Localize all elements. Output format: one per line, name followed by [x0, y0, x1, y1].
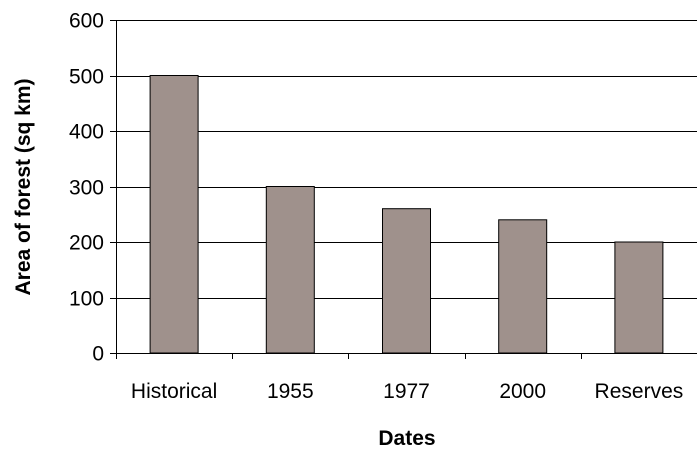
y-tick-label: 0	[92, 343, 104, 366]
y-tick-label: 200	[69, 232, 104, 255]
y-tick-label: 500	[69, 66, 104, 89]
x-tick-label: 1977	[383, 380, 430, 403]
y-tick-label: 600	[69, 10, 104, 33]
y-tick-label: 300	[69, 177, 104, 200]
y-tick-label: 400	[69, 121, 104, 144]
x-tick-label: Reserves	[595, 380, 684, 403]
y-axis-title: Area of forest (sq km)	[12, 78, 35, 295]
gridlines	[116, 20, 697, 299]
y-tick-label: 100	[69, 288, 104, 311]
bars	[149, 75, 664, 354]
bar-1955	[265, 186, 315, 354]
bar-2000	[498, 219, 548, 354]
x-tick-label: Historical	[131, 380, 217, 403]
bar-reserves	[614, 241, 664, 354]
bar-historical	[149, 75, 199, 354]
y-tick-labels: 0 100 200 300 400 500 600	[69, 10, 104, 366]
axes	[110, 20, 697, 359]
x-tick-label: 2000	[499, 380, 546, 403]
x-tick-labels: Historical 1955 1977 2000 Reserves	[131, 380, 683, 403]
x-axis-title: Dates	[378, 427, 435, 450]
x-tick-label: 1955	[267, 380, 314, 403]
bar-1977	[382, 208, 431, 354]
